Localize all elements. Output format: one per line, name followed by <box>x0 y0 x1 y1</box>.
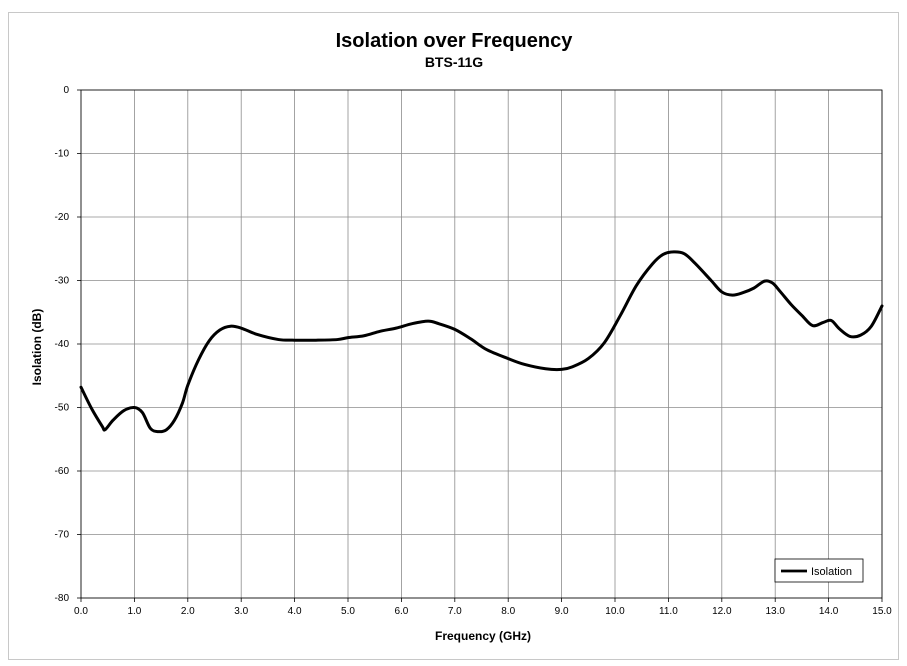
x-tick-label: 14.0 <box>819 606 839 617</box>
x-tick-label: 7.0 <box>448 606 462 617</box>
x-tick-label: 11.0 <box>659 606 678 617</box>
chart-subtitle: BTS-11G <box>425 54 483 70</box>
x-tick-label: 3.0 <box>234 606 248 617</box>
y-axis-label: Isolation (dB) <box>30 309 44 386</box>
x-axis-label: Frequency (GHz) <box>435 629 531 643</box>
x-tick-label: 5.0 <box>341 606 355 617</box>
legend-box <box>774 558 864 583</box>
y-tick-label: -70 <box>55 530 70 541</box>
y-tick-label: -60 <box>55 466 70 477</box>
x-tick-label: 2.0 <box>181 606 195 617</box>
x-tick-label: 0.0 <box>74 606 88 617</box>
x-tick-label: 13.0 <box>765 606 785 617</box>
y-tick-label: -30 <box>55 276 70 287</box>
x-tick-label: 9.0 <box>555 606 569 617</box>
x-tick-label: 15.0 <box>872 606 892 617</box>
tick-labels: 0.0 1.0 2.0 3.0 4.0 5.0 6.0 7.0 8.0 9.0 10.0 11.0 12… <box>55 85 893 617</box>
y-tick-label: -80 <box>55 593 70 604</box>
x-tick-label: 4.0 <box>288 606 302 617</box>
series-layer <box>79 250 884 434</box>
x-tick-label: 8.0 <box>501 606 515 617</box>
isolation-chart: Isolation over Frequency BTS-11G 0.0 1.0 2… <box>30 30 893 643</box>
chart-title: Isolation over Frequency <box>336 30 574 52</box>
chart-frame: Isolation over Frequency BTS-11G 0.0 1.0 2… <box>8 12 899 660</box>
y-tick-label: -10 <box>55 149 70 160</box>
series-line-isolation <box>79 250 884 434</box>
x-tick-label: 12.0 <box>712 606 732 617</box>
gridlines <box>80 89 883 599</box>
legend-label-isolation: Isolation <box>811 566 852 578</box>
x-tick-label: 10.0 <box>605 606 625 617</box>
x-tick-label: 1.0 <box>127 606 141 617</box>
y-tick-label: -40 <box>55 339 70 350</box>
y-tick-label: -20 <box>55 212 70 223</box>
y-tick-label: -50 <box>55 403 70 414</box>
y-tick-label: 0 <box>63 85 69 96</box>
x-tick-label: 6.0 <box>394 606 408 617</box>
legend: Isolation <box>774 558 864 583</box>
